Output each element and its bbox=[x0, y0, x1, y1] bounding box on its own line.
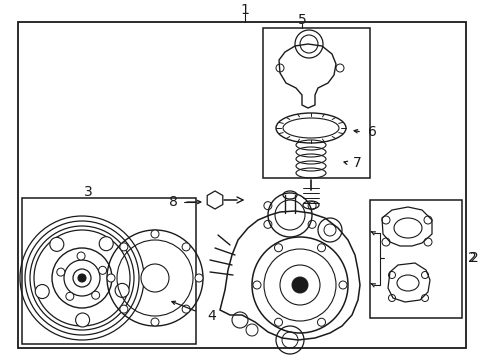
Text: 2: 2 bbox=[469, 251, 478, 265]
Circle shape bbox=[78, 274, 86, 282]
Circle shape bbox=[120, 243, 128, 251]
Text: 2: 2 bbox=[467, 251, 476, 265]
Circle shape bbox=[182, 243, 190, 251]
Circle shape bbox=[50, 237, 64, 251]
Circle shape bbox=[35, 284, 49, 298]
Text: 7: 7 bbox=[352, 156, 361, 170]
Text: 3: 3 bbox=[83, 185, 92, 199]
Circle shape bbox=[151, 230, 159, 238]
Text: 1: 1 bbox=[240, 3, 249, 17]
Text: 5: 5 bbox=[297, 13, 306, 27]
Circle shape bbox=[73, 269, 91, 287]
Circle shape bbox=[66, 292, 74, 300]
Circle shape bbox=[252, 281, 261, 289]
Circle shape bbox=[99, 266, 106, 274]
Circle shape bbox=[291, 277, 307, 293]
Polygon shape bbox=[207, 191, 223, 209]
Ellipse shape bbox=[396, 275, 418, 291]
Bar bbox=[263, 28, 369, 178]
Circle shape bbox=[141, 264, 169, 292]
Circle shape bbox=[120, 305, 128, 313]
Circle shape bbox=[317, 318, 325, 326]
Circle shape bbox=[182, 305, 190, 313]
Circle shape bbox=[57, 268, 65, 276]
Bar bbox=[22, 198, 196, 344]
Circle shape bbox=[195, 274, 203, 282]
Text: 4: 4 bbox=[206, 309, 215, 323]
Circle shape bbox=[317, 244, 325, 252]
Circle shape bbox=[107, 274, 115, 282]
Circle shape bbox=[76, 313, 89, 327]
Circle shape bbox=[274, 244, 282, 252]
Bar bbox=[369, 200, 461, 318]
Circle shape bbox=[99, 237, 113, 251]
Circle shape bbox=[280, 265, 319, 305]
Circle shape bbox=[338, 281, 346, 289]
Circle shape bbox=[151, 318, 159, 326]
Circle shape bbox=[115, 283, 129, 297]
Ellipse shape bbox=[393, 218, 421, 238]
Circle shape bbox=[77, 252, 85, 260]
Circle shape bbox=[274, 318, 282, 326]
Text: 8: 8 bbox=[169, 195, 178, 209]
Circle shape bbox=[91, 291, 100, 299]
Text: 6: 6 bbox=[367, 125, 376, 139]
